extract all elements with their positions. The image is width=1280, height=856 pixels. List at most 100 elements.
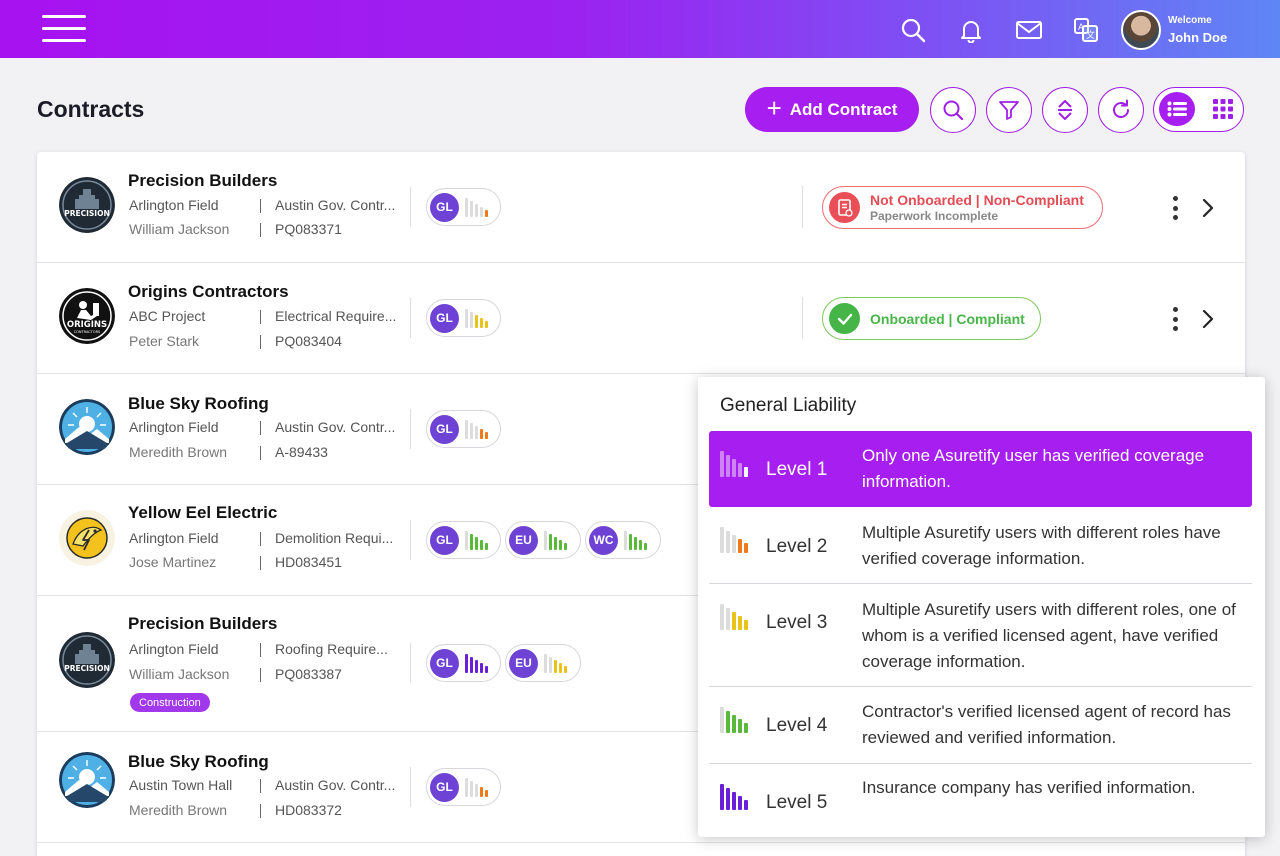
verification-level-icon xyxy=(465,530,488,550)
chevron-right-icon[interactable] xyxy=(1197,197,1219,219)
divider xyxy=(260,421,261,435)
search-icon[interactable] xyxy=(899,16,927,44)
contractor-name[interactable]: Origins Contractors xyxy=(128,282,289,301)
coverage-badge-gl[interactable]: GL xyxy=(426,521,501,559)
divider xyxy=(260,446,261,460)
coverage-badge-eu[interactable]: EU xyxy=(505,644,581,682)
level-description: Multiple Asuretify users with different … xyxy=(862,523,1221,568)
coverage-badge-gl[interactable]: GL xyxy=(426,644,501,682)
project-name: Austin Gov. Contr... xyxy=(275,419,396,435)
contractor-name[interactable]: Precision Builders xyxy=(128,171,278,190)
contract-row[interactable]: Yellow Eel Electric Arlington Field Demo… xyxy=(37,485,1245,596)
project-name: Austin Gov. Contr... xyxy=(275,777,396,793)
coverage-badge-gl[interactable]: GL xyxy=(426,188,501,226)
level-label: Level 2 xyxy=(766,536,828,557)
plus-icon: + xyxy=(766,93,782,123)
contract-id: PQ083387 xyxy=(275,666,342,682)
verification-level-icon xyxy=(465,197,488,217)
list-view-button[interactable] xyxy=(1159,92,1195,126)
divider xyxy=(260,804,261,818)
more-options-icon[interactable] xyxy=(1169,196,1181,220)
coverage-code: EU xyxy=(509,525,538,555)
origins-logo-icon: ORIGINS CONTRACTORS xyxy=(59,288,115,344)
contact-name: Jose Martinez xyxy=(129,554,217,570)
verification-level-icon xyxy=(720,527,748,553)
verification-level-icon xyxy=(720,707,748,733)
precision-logo-icon: PRECISION xyxy=(59,632,115,688)
coverage-badge-gl[interactable]: GL xyxy=(426,299,501,337)
site-name: Arlington Field xyxy=(129,419,219,435)
divider xyxy=(260,532,261,546)
coverage-badge-eu[interactable]: EU xyxy=(505,521,581,559)
status-badge[interactable]: Onboarded | Compliant xyxy=(822,297,1041,340)
search-button[interactable] xyxy=(930,87,976,133)
coverage-code: GL xyxy=(430,772,459,802)
contractor-name[interactable]: Blue Sky Roofing xyxy=(128,394,269,413)
level-item-3[interactable]: Level 3 Multiple Asuretify users with di… xyxy=(709,584,1252,687)
contract-row[interactable]: Blue Sky Roofing Austin Town Hall Austin… xyxy=(37,732,1245,843)
grid-view-button[interactable] xyxy=(1206,92,1240,126)
contract-row[interactable]: PRECISION Precision Builders Arlington F… xyxy=(37,152,1245,263)
category-tag: Construction xyxy=(130,693,210,712)
level-item-2[interactable]: Level 2 Multiple Asuretify users with di… xyxy=(709,507,1252,584)
precision-logo-icon: PRECISION xyxy=(59,177,115,233)
divider xyxy=(260,223,261,237)
sort-button[interactable] xyxy=(1042,87,1088,133)
coverage-badge-gl[interactable]: GL xyxy=(426,410,501,448)
list-view-icon xyxy=(1167,101,1187,117)
menu-icon[interactable] xyxy=(42,15,86,45)
contact-name: Peter Stark xyxy=(129,333,200,349)
contract-row[interactable]: PRECISION Precision Builders Arlington F… xyxy=(37,596,1245,732)
view-toggle xyxy=(1153,87,1244,132)
filter-button[interactable] xyxy=(986,87,1032,133)
mail-icon[interactable] xyxy=(1015,16,1043,44)
verification-level-icon xyxy=(544,530,567,550)
svg-text:文: 文 xyxy=(1086,29,1095,41)
contract-id: HD083451 xyxy=(275,554,342,570)
contract-row[interactable]: Blue Sky Roofing Arlington Field Austin … xyxy=(37,374,1245,485)
coverage-code: WC xyxy=(589,525,618,555)
refresh-icon xyxy=(1113,99,1129,118)
user-name[interactable]: John Doe xyxy=(1168,30,1228,45)
divider xyxy=(410,643,411,683)
contract-id: HD083372 xyxy=(275,802,342,818)
coverage-badge-wc[interactable]: WC xyxy=(585,521,661,559)
level-description: Only one Asuretify user has verified cov… xyxy=(862,446,1205,491)
sort-icon xyxy=(1058,100,1072,120)
verification-level-icon xyxy=(720,451,748,477)
verification-level-icon xyxy=(720,604,748,630)
coverage-code: GL xyxy=(430,192,459,222)
level-label: Level 4 xyxy=(766,715,828,736)
contractor-name[interactable]: Blue Sky Roofing xyxy=(128,752,269,771)
divider xyxy=(410,767,411,807)
level-item-5[interactable]: Level 5 Insurance company has verified i… xyxy=(709,764,1252,828)
site-name: ABC Project xyxy=(129,308,206,324)
contract-row[interactable]: ORIGINS CONTRACTORS Origins Contractors A… xyxy=(37,263,1245,374)
project-name: Electrical Require... xyxy=(275,308,397,324)
more-options-icon[interactable] xyxy=(1169,307,1181,331)
contractor-name[interactable]: Yellow Eel Electric xyxy=(128,503,278,522)
contractor-name[interactable]: Precision Builders xyxy=(128,614,278,633)
chevron-right-icon[interactable] xyxy=(1197,308,1219,330)
coverage-code: GL xyxy=(430,414,459,444)
contract-id: A-89433 xyxy=(275,444,328,460)
divider xyxy=(260,199,261,213)
document-icon xyxy=(829,192,860,223)
svg-text:ORIGINS: ORIGINS xyxy=(67,320,107,330)
level-label: Level 3 xyxy=(766,612,828,633)
project-name: Demolition Requi... xyxy=(275,530,394,546)
add-contract-button[interactable]: + Add Contract xyxy=(745,87,919,132)
status-subtext: Paperwork Incomplete xyxy=(870,209,999,223)
refresh-button[interactable] xyxy=(1098,87,1144,133)
project-name: Roofing Require... xyxy=(275,641,388,657)
status-badge[interactable]: Not Onboarded | Non-Compliant Paperwork … xyxy=(822,186,1103,229)
avatar[interactable] xyxy=(1121,10,1161,50)
verification-level-icon xyxy=(465,777,488,797)
bell-icon[interactable] xyxy=(957,16,985,44)
coverage-badge-gl[interactable]: GL xyxy=(426,768,501,806)
divider xyxy=(802,297,803,339)
verification-level-icon xyxy=(465,419,488,439)
level-item-1[interactable]: Level 1 Only one Asuretify user has veri… xyxy=(709,431,1252,507)
level-item-4[interactable]: Level 4 Contractor's verified licensed a… xyxy=(709,687,1252,764)
